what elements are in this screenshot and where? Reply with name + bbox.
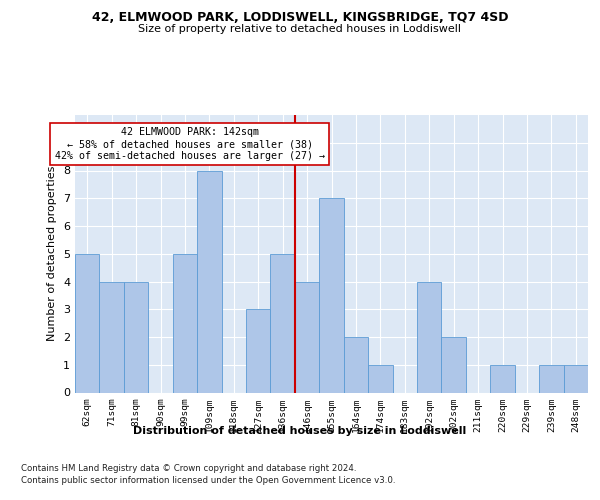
Bar [344, 337, 368, 392]
Bar [295, 282, 319, 393]
Bar [173, 254, 197, 392]
Bar [271, 254, 295, 392]
Text: Contains public sector information licensed under the Open Government Licence v3: Contains public sector information licen… [21, 476, 395, 485]
Bar [442, 337, 466, 392]
Bar [75, 254, 100, 392]
Bar [490, 365, 515, 392]
Text: Distribution of detached houses by size in Loddiswell: Distribution of detached houses by size … [133, 426, 467, 436]
Text: Size of property relative to detached houses in Loddiswell: Size of property relative to detached ho… [139, 24, 461, 34]
Bar [368, 365, 392, 392]
Text: Contains HM Land Registry data © Crown copyright and database right 2024.: Contains HM Land Registry data © Crown c… [21, 464, 356, 473]
Bar [100, 282, 124, 393]
Bar [319, 198, 344, 392]
Text: 42, ELMWOOD PARK, LODDISWELL, KINGSBRIDGE, TQ7 4SD: 42, ELMWOOD PARK, LODDISWELL, KINGSBRIDG… [92, 11, 508, 24]
Bar [563, 365, 588, 392]
Bar [417, 282, 442, 393]
Bar [197, 170, 221, 392]
Bar [246, 309, 271, 392]
Y-axis label: Number of detached properties: Number of detached properties [47, 166, 58, 342]
Bar [124, 282, 148, 393]
Bar [539, 365, 563, 392]
Text: 42 ELMWOOD PARK: 142sqm
← 58% of detached houses are smaller (38)
42% of semi-de: 42 ELMWOOD PARK: 142sqm ← 58% of detache… [55, 128, 325, 160]
